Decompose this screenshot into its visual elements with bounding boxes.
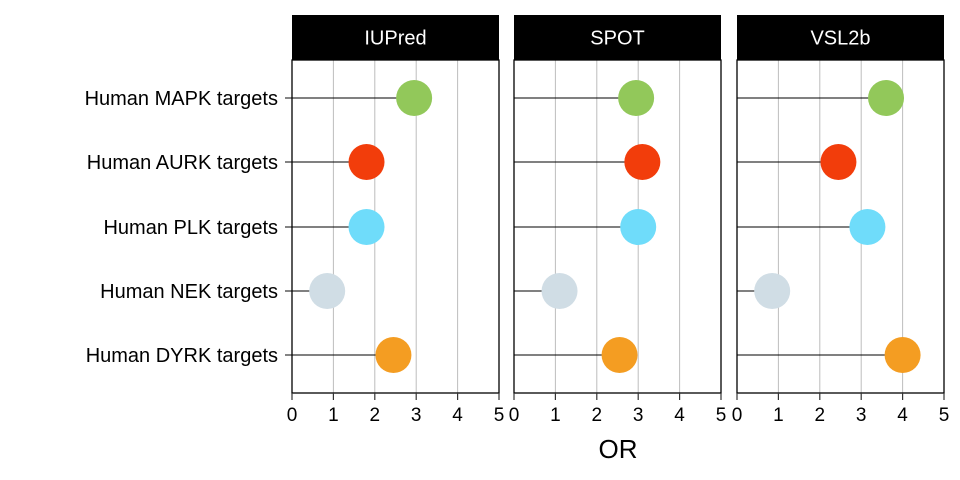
lollipop-point: [309, 273, 346, 309]
lollipop-point: [375, 337, 412, 373]
panel-border: [513, 59, 722, 394]
x-tick-label: 0: [732, 405, 743, 426]
x-tick-label: 0: [509, 405, 520, 426]
panel-border: [291, 59, 500, 394]
category-labels: Human MAPK targets Human AURK targets Huma…: [85, 88, 292, 367]
x-tick-label: 1: [328, 405, 339, 426]
lollipop-point: [541, 273, 578, 309]
facet-strip-label: SPOT: [590, 28, 644, 50]
category-label: Human PLK targets: [103, 217, 278, 239]
x-tick-label: 3: [633, 405, 644, 426]
facet-strip: [514, 15, 721, 60]
lollipop-point: [620, 209, 657, 245]
lollipop-point: [396, 80, 433, 116]
x-tick-label: 0: [287, 405, 298, 426]
lollipop-point: [754, 273, 791, 309]
category-label: Human NEK targets: [100, 281, 278, 303]
facet-panel: VSL2b 0 1 2 3 4 5: [732, 15, 950, 426]
facet-strip-label: VSL2b: [810, 28, 870, 50]
facet-strip: [737, 15, 944, 60]
lollipop-point: [884, 337, 921, 373]
x-tick-label: 2: [370, 405, 381, 426]
x-tick-label: 1: [550, 405, 561, 426]
panel-border: [736, 59, 945, 394]
x-tick-label: 4: [674, 405, 685, 426]
x-axis-title: OR: [599, 434, 638, 464]
lollipop-point: [348, 209, 385, 245]
x-tick-label: 4: [452, 405, 463, 426]
category-label: Human AURK targets: [87, 152, 278, 174]
facet-panels: IUPred 0 1 2 3 4 5 SPOT 0 1 2 3 4 5 VSL2b 0 1 2 3 4 5: [287, 15, 950, 426]
x-tick-label: 3: [856, 405, 867, 426]
x-tick-label: 2: [592, 405, 603, 426]
lollipop-point: [868, 80, 905, 116]
x-tick-label: 2: [815, 405, 826, 426]
category-label: Human DYRK targets: [86, 345, 278, 367]
x-tick-label: 5: [494, 405, 505, 426]
x-tick-label: 1: [773, 405, 784, 426]
x-tick-label: 5: [939, 405, 950, 426]
lollipop-point: [348, 144, 385, 180]
x-tick-label: 4: [897, 405, 908, 426]
x-tick-label: 5: [716, 405, 727, 426]
x-tick-label: 3: [411, 405, 422, 426]
lollipop-point: [820, 144, 857, 180]
facet-panel: IUPred 0 1 2 3 4 5: [287, 15, 505, 426]
facet-strip-label: IUPred: [364, 28, 426, 50]
lollipop-point: [849, 209, 886, 245]
lollipop-point: [618, 80, 655, 116]
lollipop-point: [601, 337, 638, 373]
category-label: Human MAPK targets: [85, 88, 278, 110]
lollipop-point: [624, 144, 661, 180]
facet-strip: [292, 15, 499, 60]
facet-panel: SPOT 0 1 2 3 4 5: [509, 15, 727, 426]
